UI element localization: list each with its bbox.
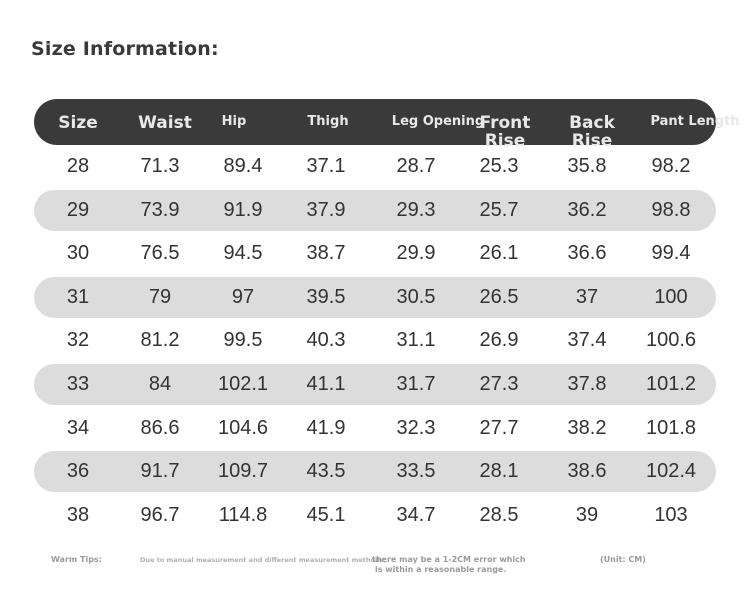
table-row: 38 96.7 114.8 45.1 34.7 28.5 39 103 bbox=[34, 495, 716, 536]
header-leg-opening: Leg Opening bbox=[391, 114, 485, 129]
table-cell: 39 bbox=[575, 503, 599, 526]
table-cell: 96.7 bbox=[140, 503, 180, 526]
table-cell: 76.5 bbox=[140, 242, 180, 265]
header-hip: Hip bbox=[221, 114, 247, 129]
table-cell: 91.9 bbox=[223, 198, 263, 221]
table-cell: 30 bbox=[66, 242, 90, 265]
page-title: Size Information: bbox=[31, 38, 219, 60]
warm-tips-text-3: is within a reasonable range. bbox=[375, 565, 507, 574]
table-cell: 29 bbox=[66, 198, 90, 221]
table-cell: 36 bbox=[66, 460, 90, 483]
table-cell: 29.9 bbox=[396, 242, 436, 265]
table-cell: 28.1 bbox=[479, 460, 519, 483]
table-cell: 109.7 bbox=[217, 460, 269, 483]
table-cell: 41.9 bbox=[306, 416, 346, 439]
table-cell: 28 bbox=[66, 155, 90, 177]
table-cell: 91.7 bbox=[140, 460, 180, 483]
table-cell: 30.5 bbox=[396, 285, 436, 308]
table-cell: 26.1 bbox=[479, 242, 519, 265]
header-size: Size bbox=[58, 113, 98, 133]
table-cell: 29.3 bbox=[396, 198, 436, 221]
table-cell: 99.4 bbox=[651, 242, 691, 265]
warm-tips-text-2: there may be a 1-2CM error which bbox=[372, 555, 526, 564]
table-cell: 99.5 bbox=[223, 329, 263, 352]
table-cell: 101.8 bbox=[645, 416, 697, 439]
table-cell: 40.3 bbox=[306, 329, 346, 352]
table-cell: 33.5 bbox=[396, 460, 436, 483]
table-row: 32 81.2 99.5 40.3 31.1 26.9 37.4 100.6 bbox=[34, 320, 716, 361]
table-cell: 25.7 bbox=[479, 198, 519, 221]
table-row: 36 91.7 109.7 43.5 33.5 28.1 38.6 102.4 bbox=[34, 451, 716, 493]
unit-label: (Unit: CM) bbox=[600, 555, 646, 564]
table-cell: 102.1 bbox=[217, 373, 269, 395]
table-cell: 31.7 bbox=[396, 373, 436, 395]
table-cell: 103 bbox=[654, 503, 688, 526]
table-cell: 101.2 bbox=[645, 373, 697, 395]
header-back-rise: Back Rise bbox=[569, 113, 615, 151]
table-cell: 31 bbox=[66, 285, 90, 308]
table-cell: 38.7 bbox=[306, 242, 346, 265]
table-cell: 79 bbox=[148, 285, 172, 308]
table-cell: 25.3 bbox=[479, 155, 519, 177]
table-cell: 104.6 bbox=[217, 416, 269, 439]
table-cell: 35.8 bbox=[567, 155, 607, 177]
table-cell: 37.8 bbox=[567, 373, 607, 395]
table-cell: 114.8 bbox=[218, 503, 268, 526]
table-cell: 38.2 bbox=[567, 416, 607, 439]
table-cell: 98.8 bbox=[651, 198, 691, 221]
table-cell: 34.7 bbox=[396, 503, 436, 526]
table-cell: 27.7 bbox=[479, 416, 519, 439]
table-cell: 38.6 bbox=[567, 460, 607, 483]
warm-tips-text: Due to manual measurement and different … bbox=[140, 556, 387, 564]
table-row: 33 84 102.1 41.1 31.7 27.3 37.8 101.2 bbox=[34, 364, 716, 405]
table-cell: 37.9 bbox=[306, 198, 346, 221]
table-header: Size Waist Hip Thigh Leg Opening Front R… bbox=[34, 99, 740, 150]
table-row: 34 86.6 104.6 41.9 32.3 27.7 38.2 101.8 bbox=[34, 408, 716, 449]
header-waist: Waist bbox=[138, 113, 192, 133]
table-cell: 32 bbox=[66, 329, 90, 352]
table-cell: 32.3 bbox=[396, 416, 436, 439]
table-cell: 28.5 bbox=[479, 503, 519, 526]
table-cell: 39.5 bbox=[306, 285, 346, 308]
table-cell: 94.5 bbox=[223, 242, 263, 265]
header-thigh: Thigh bbox=[307, 114, 349, 129]
table-cell: 36.6 bbox=[567, 242, 607, 265]
table-cell: 102.4 bbox=[645, 460, 697, 483]
table-cell: 41.1 bbox=[306, 373, 346, 395]
table-cell: 38 bbox=[66, 503, 90, 526]
table-cell: 27.3 bbox=[479, 373, 519, 395]
table-cell: 37.1 bbox=[306, 155, 346, 177]
table-cell: 45.1 bbox=[306, 503, 346, 526]
table-cell: 43.5 bbox=[306, 460, 346, 483]
table-cell: 89.4 bbox=[223, 155, 263, 177]
table-cell: 100 bbox=[654, 285, 688, 308]
table-cell: 33 bbox=[66, 373, 90, 395]
table-cell: 81.2 bbox=[140, 329, 180, 352]
table-cell: 37 bbox=[575, 285, 599, 308]
table-row: 28 71.3 89.4 37.1 28.7 25.3 35.8 98.2 bbox=[34, 146, 716, 187]
table-cell: 73.9 bbox=[140, 198, 180, 221]
table-cell: 84 bbox=[148, 373, 172, 395]
table-cell: 34 bbox=[66, 416, 90, 439]
table-row: 31 79 97 39.5 30.5 26.5 37 100 bbox=[34, 276, 716, 318]
table-cell: 100.6 bbox=[645, 329, 697, 352]
warm-tips-label: Warm Tips: bbox=[51, 555, 102, 564]
table-cell: 28.7 bbox=[396, 155, 436, 177]
header-pant-length: Pant Length bbox=[650, 114, 740, 129]
table-cell: 26.5 bbox=[479, 285, 519, 308]
table-row: 30 76.5 94.5 38.7 29.9 26.1 36.6 99.4 bbox=[34, 233, 716, 274]
table-cell: 71.3 bbox=[140, 155, 180, 177]
table-cell: 26.9 bbox=[479, 329, 519, 352]
table-cell: 37.4 bbox=[567, 329, 607, 352]
table-cell: 36.2 bbox=[567, 198, 607, 221]
table-cell: 97 bbox=[231, 285, 255, 308]
header-front-rise: Front Rise bbox=[479, 113, 531, 151]
table-cell: 31.1 bbox=[396, 329, 436, 352]
table-cell: 98.2 bbox=[651, 155, 691, 177]
table-cell: 86.6 bbox=[140, 416, 180, 439]
table-row: 29 73.9 91.9 37.9 29.3 25.7 36.2 98.8 bbox=[34, 189, 716, 231]
